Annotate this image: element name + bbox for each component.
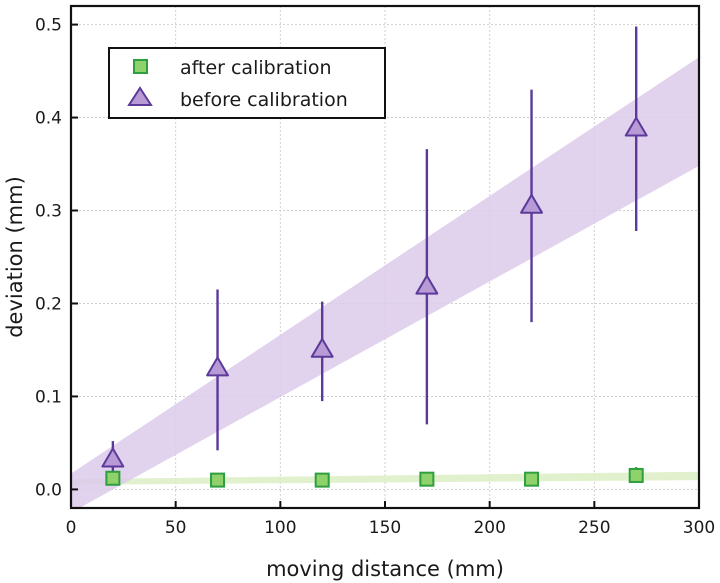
point-after-calibration — [524, 471, 540, 487]
legend-marker-before-calibration — [127, 86, 153, 106]
x-axis-title: moving distance (mm) — [266, 557, 504, 581]
point-after-calibration — [419, 471, 435, 487]
axis-ticks: 0 50 100 150 200 250 300 0.0 0.1 0.2 0.3 0.4 0.5 — [35, 16, 715, 538]
band-after-calibration — [71, 471, 699, 485]
point-before-calibration — [206, 356, 229, 377]
x-tick-label: 300 — [683, 518, 715, 538]
y-tick-label: 0.0 — [35, 480, 62, 500]
x-tick-label: 250 — [578, 518, 610, 538]
x-tick-label: 0 — [66, 518, 77, 538]
point-before-calibration — [520, 193, 543, 214]
x-tick-label: 200 — [473, 518, 505, 538]
point-after-calibration — [210, 472, 226, 488]
x-tick-label: 100 — [264, 518, 296, 538]
legend-marker-after-calibration — [133, 59, 148, 74]
y-tick-label: 0.3 — [35, 202, 62, 222]
legend-label-before-calibration: before calibration — [180, 89, 348, 111]
data-markers — [101, 116, 648, 488]
point-after-calibration — [105, 470, 121, 486]
confidence-bands — [71, 57, 699, 508]
point-before-calibration — [415, 274, 439, 295]
y-tick-label: 0.5 — [35, 16, 62, 36]
point-after-calibration — [628, 467, 644, 483]
point-before-calibration — [101, 447, 125, 468]
legend-label-after-calibration: after calibration — [180, 57, 332, 79]
y-tick-label: 0.4 — [35, 109, 62, 129]
point-before-calibration — [624, 116, 648, 137]
y-tick-label: 0.1 — [35, 387, 62, 407]
x-tick-label: 50 — [165, 518, 187, 538]
y-tick-label: 0.2 — [35, 294, 62, 314]
point-before-calibration — [310, 337, 334, 358]
legend: after calibration before calibration — [108, 47, 386, 119]
legend-box — [108, 47, 386, 119]
point-after-calibration — [314, 472, 330, 488]
x-tick-label: 150 — [369, 518, 401, 538]
y-axis-title: deviation (mm) — [3, 176, 27, 338]
band-before-calibration — [71, 57, 699, 508]
